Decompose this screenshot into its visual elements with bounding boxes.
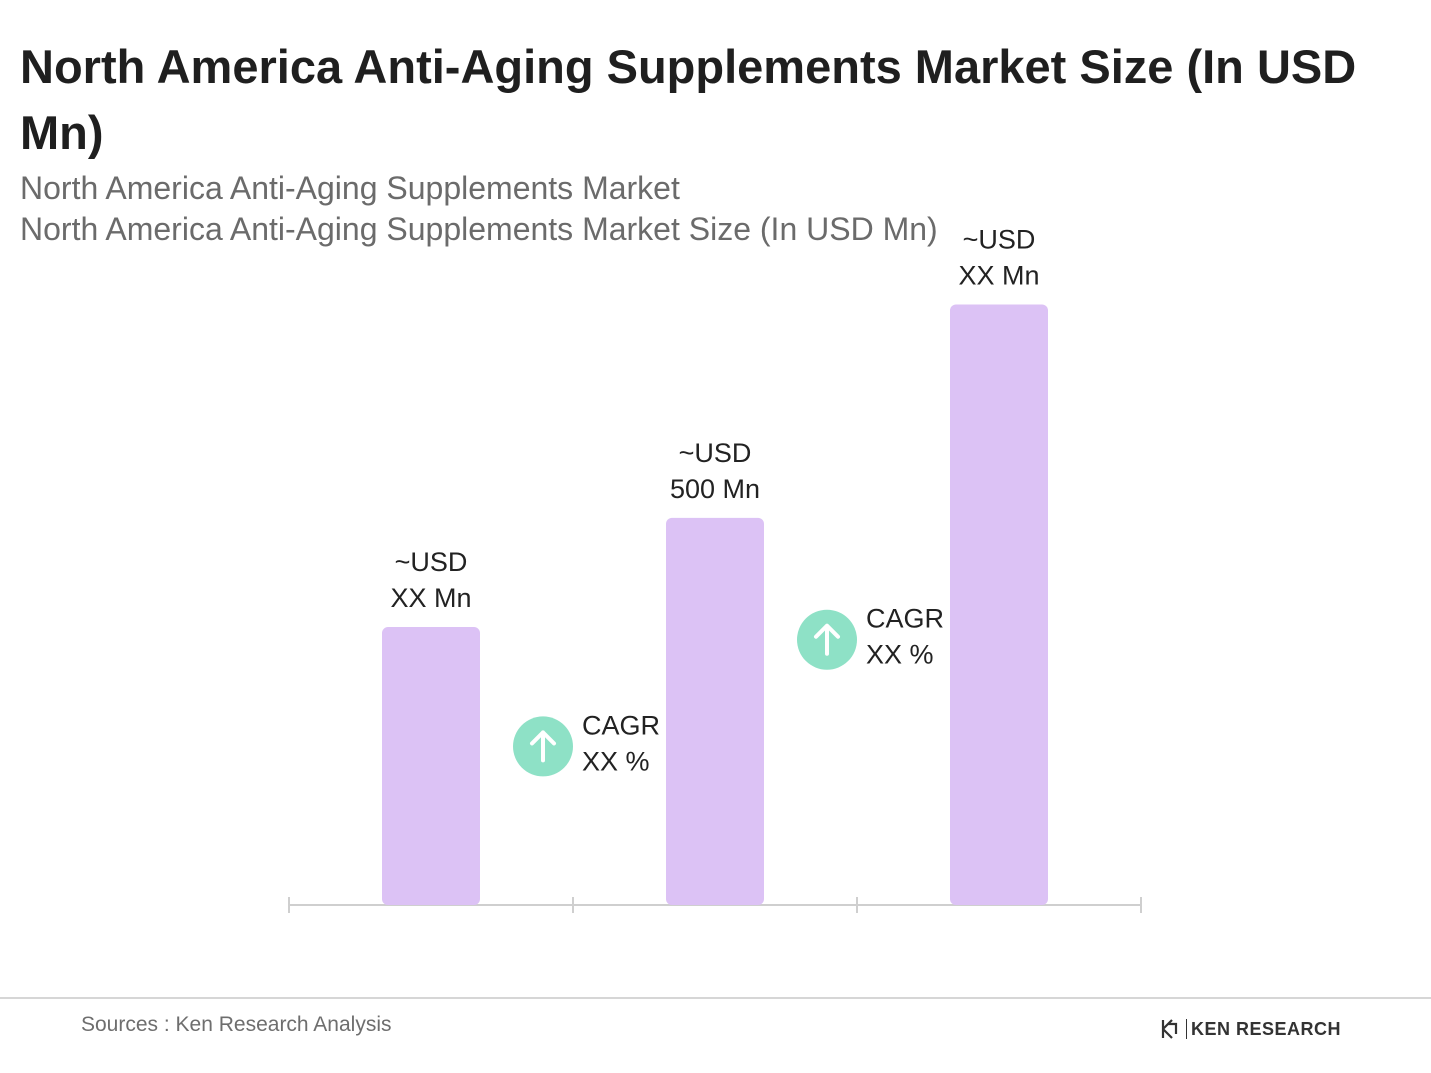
data-label: XX Mn — [958, 260, 1039, 290]
data-label: ~USD — [679, 438, 752, 468]
chart-subtitle-1: North America Anti-Aging Supplements Mar… — [20, 170, 680, 206]
footer-divider — [0, 997, 1431, 999]
cagr-label: CAGR — [582, 710, 660, 740]
bar — [666, 517, 764, 905]
data-label: 500 Mn — [670, 474, 760, 504]
ken-research-logo-icon — [1161, 1019, 1178, 1039]
brand-logo: KEN RESEARCH — [1160, 1016, 1341, 1042]
data-label: ~USD — [395, 547, 468, 577]
cagr-label: CAGR — [866, 604, 944, 634]
logo-separator — [1186, 1019, 1187, 1039]
bar — [382, 627, 480, 905]
chart-subtitle-2: North America Anti-Aging Supplements Mar… — [20, 211, 938, 247]
cagr-badge: CAGR XX % — [797, 604, 944, 670]
cagr-badge: CAGR XX % — [513, 710, 660, 777]
bar-series — [382, 304, 1048, 906]
arrow-up-icon — [814, 623, 840, 656]
cagr-value: XX % — [582, 746, 650, 776]
data-labels: ~USD XX Mn ~USD 500 Mn ~USD XX Mn — [390, 224, 1039, 613]
cagr-value: XX % — [866, 640, 934, 670]
source-note: Sources : Ken Research Analysis — [81, 1013, 392, 1036]
bar — [950, 304, 1048, 906]
cagr-annotations: CAGR XX % CAGR XX % — [513, 604, 944, 777]
data-label: ~USD — [963, 224, 1036, 254]
page-title: North America Anti-Aging Supplements Mar… — [20, 40, 1357, 159]
arrow-up-icon — [530, 730, 556, 763]
data-label: XX Mn — [390, 583, 471, 613]
logo-text: KEN RESEARCH — [1191, 1018, 1342, 1039]
